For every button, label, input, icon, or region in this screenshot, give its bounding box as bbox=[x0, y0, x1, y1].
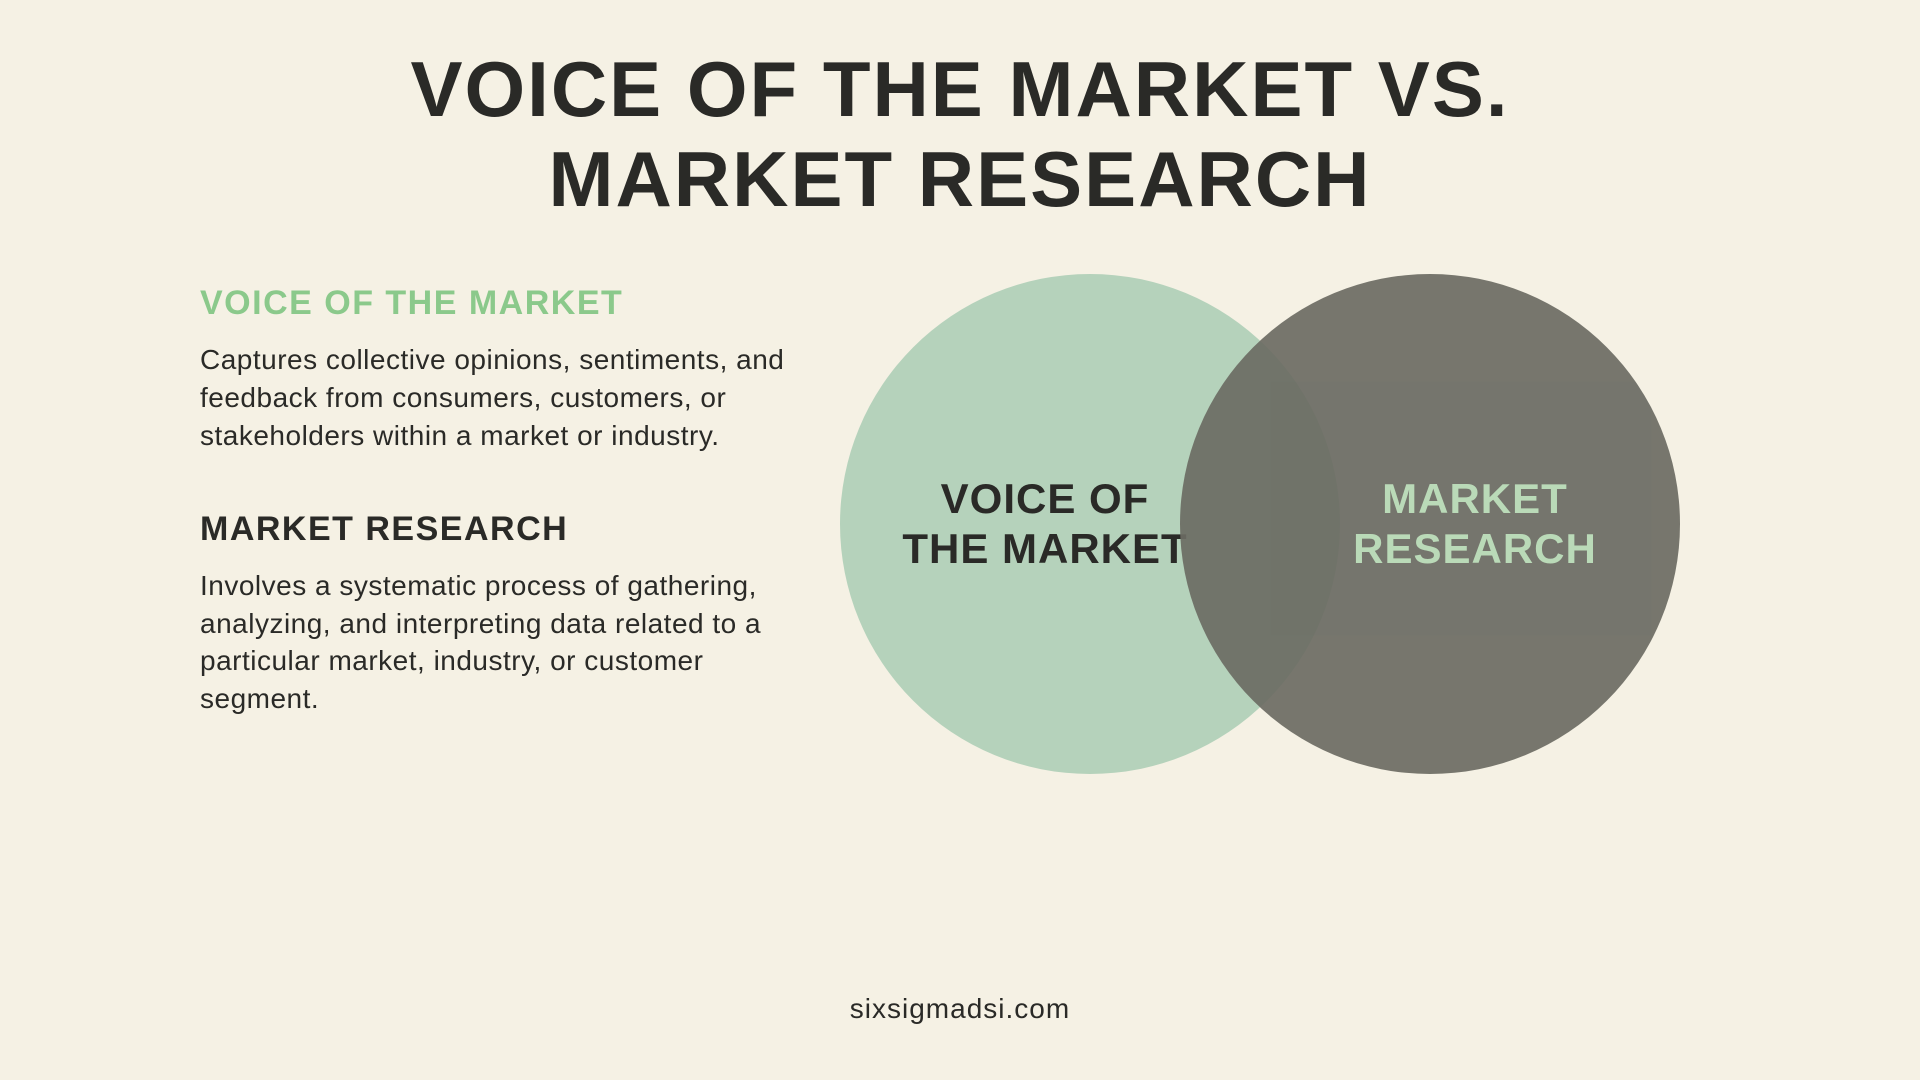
content-wrapper: VOICE OF THE MARKET Captures collective … bbox=[0, 224, 1920, 824]
venn-right-label-line2: RESEARCH bbox=[1353, 525, 1597, 572]
venn-diagram: VOICE OF THE MARKET MARKET RESEARCH bbox=[800, 264, 1720, 824]
main-title: VOICE OF THE MARKET VS. MARKET RESEARCH bbox=[0, 0, 1920, 224]
market-research-section: MARKET RESEARCH Involves a systematic pr… bbox=[200, 510, 800, 718]
voice-of-market-heading: VOICE OF THE MARKET bbox=[200, 284, 800, 323]
title-line-2: MARKET RESEARCH bbox=[548, 135, 1371, 223]
venn-left-label-line1: VOICE OF bbox=[941, 475, 1150, 522]
venn-right-label-line1: MARKET bbox=[1382, 475, 1568, 522]
venn-right-label: MARKET RESEARCH bbox=[1353, 474, 1597, 575]
market-research-body: Involves a systematic process of gatheri… bbox=[200, 567, 800, 718]
left-text-column: VOICE OF THE MARKET Captures collective … bbox=[200, 264, 800, 824]
venn-left-label-line2: THE MARKET bbox=[902, 525, 1187, 572]
voice-of-market-body: Captures collective opinions, sentiments… bbox=[200, 341, 800, 454]
title-line-1: VOICE OF THE MARKET VS. bbox=[410, 45, 1509, 133]
footer-text: sixsigmadsi.com bbox=[0, 993, 1920, 1025]
voice-of-market-section: VOICE OF THE MARKET Captures collective … bbox=[200, 284, 800, 454]
venn-left-label: VOICE OF THE MARKET bbox=[902, 474, 1187, 575]
market-research-heading: MARKET RESEARCH bbox=[200, 510, 800, 549]
venn-circle-right: MARKET RESEARCH bbox=[1180, 274, 1680, 774]
